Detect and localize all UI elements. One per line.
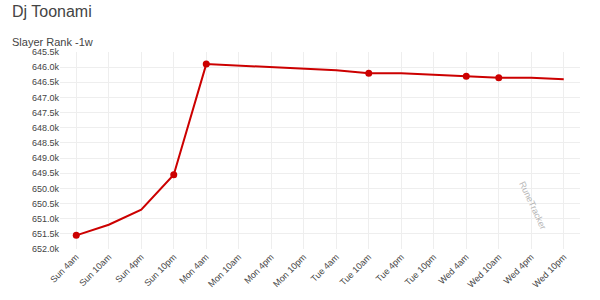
svg-text:Mon 4am: Mon 4am (177, 252, 211, 286)
svg-text:649.5k: 649.5k (32, 168, 60, 178)
svg-text:Wed 10am: Wed 10am (466, 252, 504, 290)
svg-text:648.0k: 648.0k (32, 123, 60, 133)
svg-text:650.0k: 650.0k (32, 184, 60, 194)
svg-text:Mon 10am: Mon 10am (206, 252, 243, 289)
svg-text:Mon 4pm: Mon 4pm (242, 252, 276, 286)
svg-text:651.5k: 651.5k (32, 229, 60, 239)
svg-text:Sun 10pm: Sun 10pm (142, 252, 178, 288)
svg-text:Sun 10am: Sun 10am (77, 252, 113, 288)
svg-text:Tue 10pm: Tue 10pm (403, 252, 438, 287)
svg-text:651.0k: 651.0k (32, 214, 60, 224)
svg-text:647.0k: 647.0k (32, 93, 60, 103)
svg-text:Tue 4am: Tue 4am (309, 252, 341, 284)
svg-text:Sun 4am: Sun 4am (48, 252, 81, 285)
svg-text:648.5k: 648.5k (32, 138, 60, 148)
svg-text:652.0k: 652.0k (32, 244, 60, 254)
svg-text:Slayer Rank -1w: Slayer Rank -1w (12, 36, 93, 48)
svg-text:645.5k: 645.5k (32, 47, 60, 57)
svg-text:Sun 4pm: Sun 4pm (113, 252, 146, 285)
svg-text:Wed 10pm: Wed 10pm (531, 252, 569, 290)
svg-text:650.5k: 650.5k (32, 199, 60, 209)
svg-text:Dj Toonami: Dj Toonami (12, 3, 92, 20)
svg-text:Wed 4am: Wed 4am (437, 252, 471, 286)
svg-text:Mon 10pm: Mon 10pm (271, 252, 308, 289)
svg-text:646.0k: 646.0k (32, 62, 60, 72)
svg-text:Tue 10am: Tue 10am (338, 252, 373, 287)
svg-text:Tue 4pm: Tue 4pm (374, 252, 406, 284)
svg-text:649.0k: 649.0k (32, 153, 60, 163)
svg-text:647.5k: 647.5k (32, 108, 60, 118)
svg-text:RuneTracker: RuneTracker (517, 180, 548, 231)
svg-text:646.5k: 646.5k (32, 77, 60, 87)
svg-text:Wed 4pm: Wed 4pm (502, 252, 536, 286)
